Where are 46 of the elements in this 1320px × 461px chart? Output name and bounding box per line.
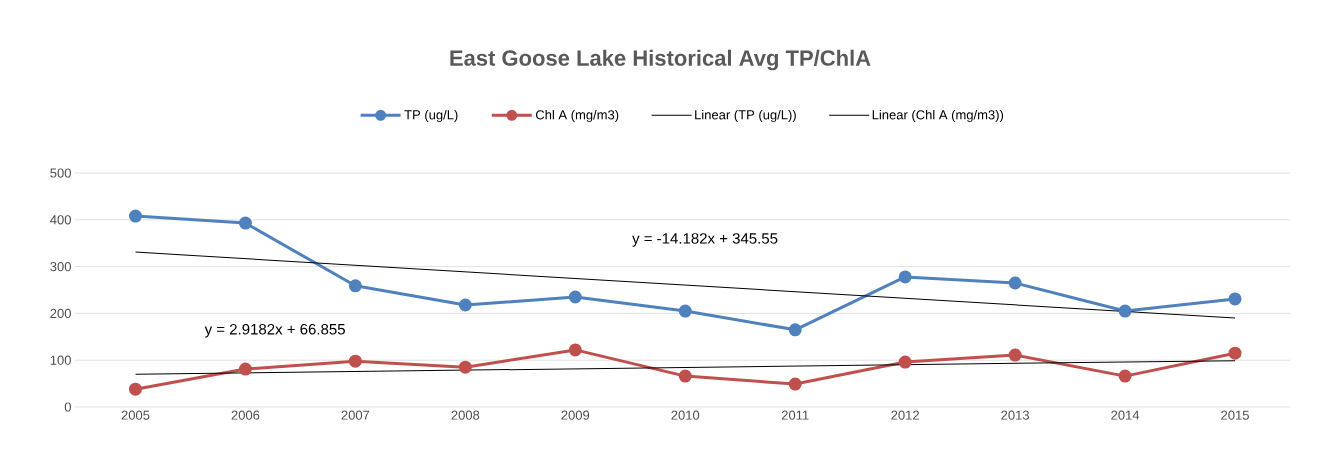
legend-label: TP (ug/L) xyxy=(404,109,458,122)
x-tick-label: 2009 xyxy=(561,410,590,420)
point xyxy=(1118,304,1132,318)
x-tick-label: 2014 xyxy=(1111,410,1140,420)
y-tick-label: 300 xyxy=(50,262,71,272)
x-tick-label: 2012 xyxy=(891,410,919,420)
point xyxy=(128,382,142,396)
x-tick-label: 2013 xyxy=(1001,410,1030,420)
point xyxy=(788,377,802,391)
legend-label: Chl A (mg/m3) xyxy=(535,109,619,122)
x-tick-label: 2007 xyxy=(341,410,370,420)
annotation: y = 2.9182x + 66.855 xyxy=(204,323,345,338)
x-tick-label: 2011 xyxy=(781,410,809,420)
point xyxy=(898,270,912,284)
x-tick-label: 2005 xyxy=(121,410,150,420)
point xyxy=(568,343,582,357)
point xyxy=(898,355,912,369)
chart-title: East Goose Lake Historical Avg TP/ChlA xyxy=(450,49,871,71)
y-tick-label: 0 xyxy=(64,402,71,412)
x-tick-label: 2006 xyxy=(231,410,260,420)
legend-label: Linear (TP (ug/L)) xyxy=(695,109,796,122)
point xyxy=(1228,346,1242,360)
point xyxy=(238,362,252,376)
point xyxy=(458,360,472,374)
y-tick-label: 400 xyxy=(50,215,71,225)
point xyxy=(788,323,802,337)
y-tick-label: 100 xyxy=(50,355,71,365)
point xyxy=(1008,276,1022,290)
point xyxy=(458,298,472,312)
y-tick-label: 200 xyxy=(50,308,71,318)
x-tick-label: 2010 xyxy=(671,410,700,420)
point xyxy=(1008,348,1022,362)
point xyxy=(238,216,252,230)
legend-label: Linear (Chl A (mg/m3)) xyxy=(872,109,1004,122)
point xyxy=(568,290,582,304)
point xyxy=(128,209,142,223)
point xyxy=(1228,292,1242,306)
point xyxy=(678,304,692,318)
point xyxy=(348,279,362,293)
y-tick-label: 500 xyxy=(50,168,71,178)
point xyxy=(348,354,362,368)
x-tick-label: 2015 xyxy=(1221,410,1249,420)
point xyxy=(1118,369,1132,383)
point xyxy=(678,369,692,383)
annotation: y = -14.182x + 345.55 xyxy=(632,233,778,247)
x-tick-label: 2008 xyxy=(451,410,480,420)
